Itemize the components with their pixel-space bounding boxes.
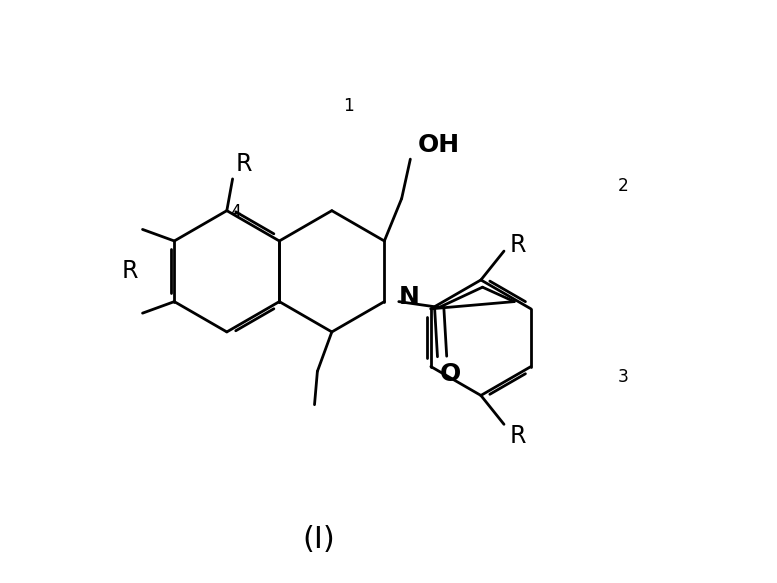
- Text: 3: 3: [618, 368, 629, 386]
- Text: 4: 4: [230, 203, 241, 222]
- Text: O: O: [440, 362, 462, 386]
- Text: R: R: [510, 424, 526, 448]
- Text: R: R: [235, 153, 252, 177]
- Text: (I): (I): [303, 525, 336, 554]
- Text: R: R: [122, 259, 138, 283]
- Text: 2: 2: [618, 177, 629, 195]
- Text: 1: 1: [343, 97, 354, 115]
- Text: N: N: [399, 285, 420, 309]
- Text: R: R: [510, 233, 526, 257]
- Text: OH: OH: [418, 133, 460, 157]
